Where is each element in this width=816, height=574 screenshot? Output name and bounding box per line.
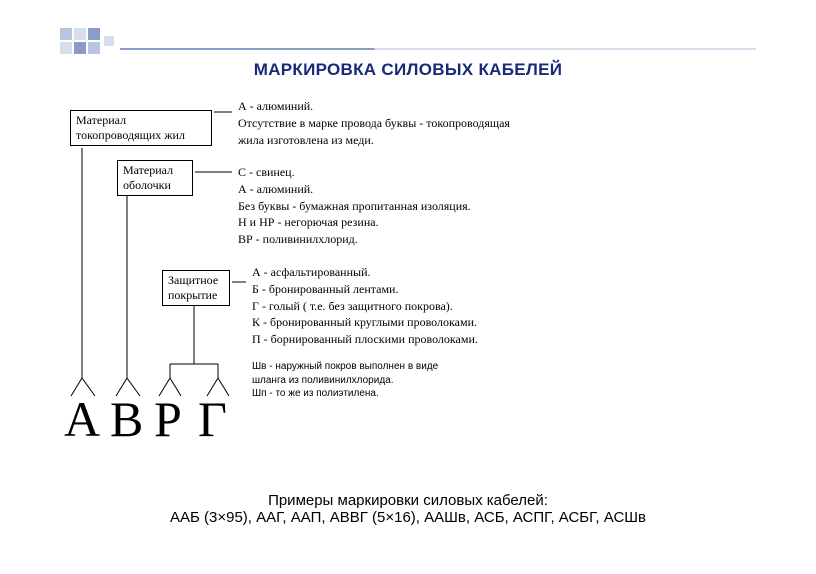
desc-line: Б - бронированный лентами.	[252, 282, 398, 296]
desc-line: А - алюминий.	[238, 182, 313, 196]
desc-sheath: С - свинец. А - алюминий. Без буквы - бу…	[238, 164, 638, 248]
letter-r: Р	[154, 394, 182, 444]
desc-line: Г - голый ( т.е. без защитного покрова).	[252, 299, 453, 313]
desc-line: Н и НР - негорючая резина.	[238, 215, 379, 229]
label-text: Материал	[76, 113, 126, 127]
examples-block: Примеры маркировки силовых кабелей: ААБ …	[0, 492, 816, 526]
desc-line: Без буквы - бумажная пропитанная изоляци…	[238, 199, 471, 213]
label-protective-cover: Защитное покрытие	[162, 270, 230, 306]
desc-line: А - алюминий.	[238, 99, 313, 113]
desc-line: К - бронированный круглыми проволоками.	[252, 315, 477, 329]
examples-list: ААБ (3×95), ААГ, ААП, АВВГ (5×16), ААШв,…	[170, 509, 646, 526]
label-conductor-material: Материал токопроводящих жил	[70, 110, 212, 146]
desc-line: П - борнированный плоскими проволоками.	[252, 332, 478, 346]
letter-g: Г	[198, 394, 227, 444]
label-text: оболочки	[123, 178, 171, 192]
label-text: токопроводящих жил	[76, 128, 185, 142]
desc-cover: А - асфальтированный. Б - бронированный …	[252, 264, 682, 348]
desc-line: Отсутствие в марке провода буквы - токоп…	[238, 116, 510, 130]
desc-conductor: А - алюминий. Отсутствие в марке провода…	[238, 98, 638, 148]
desc-line: А - асфальтированный.	[252, 265, 371, 279]
examples-title: Примеры маркировки силовых кабелей:	[268, 492, 548, 509]
desc-line: жила изготовлена из меди.	[238, 133, 374, 147]
label-text: покрытие	[168, 288, 217, 302]
letter-v: В	[110, 394, 143, 444]
header-decoration	[60, 28, 756, 60]
label-sheath-material: Материал оболочки	[117, 160, 193, 196]
note-block: Шв - наружный покров выполнен в виде шла…	[252, 360, 512, 401]
label-text: Защитное	[168, 273, 218, 287]
desc-line: ВР - поливинилхлорид.	[238, 232, 358, 246]
note-line: Шв - наружный покров выполнен в виде	[252, 361, 438, 372]
letter-a: А	[64, 394, 100, 444]
decor-bar	[120, 48, 756, 50]
desc-line: С - свинец.	[238, 165, 295, 179]
label-text: Материал	[123, 163, 173, 177]
page-title: МАРКИРОВКА СИЛОВЫХ КАБЕЛЕЙ	[0, 60, 816, 80]
diagram: Материал токопроводящих жил Материал обо…	[62, 92, 754, 442]
note-line: шланга из поливинилхлорида.	[252, 375, 394, 386]
note-line: Шп - то же из полиэтилена.	[252, 388, 379, 399]
